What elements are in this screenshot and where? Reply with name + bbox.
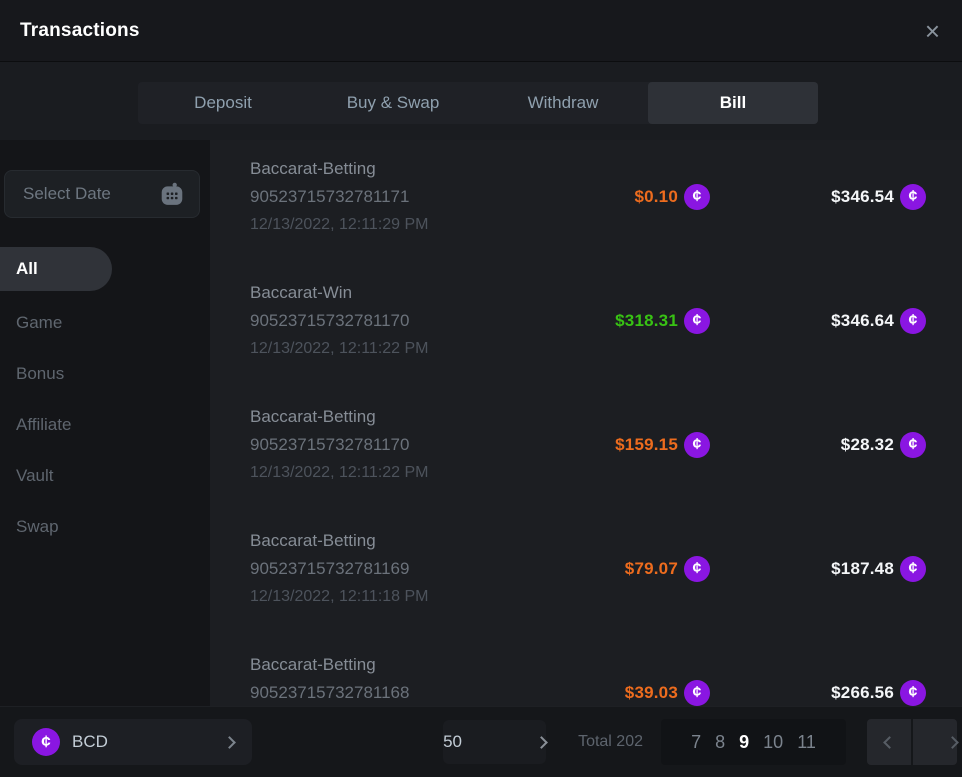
page-number-list: 7 8 9 10 11 — [661, 719, 846, 765]
transaction-amount: $39.03 ¢ — [540, 680, 710, 706]
transaction-row: Baccarat-Betting 90523715732781168 $39.03 ¢… — [210, 636, 962, 706]
transaction-balance-value: $266.56 — [831, 683, 894, 702]
transaction-name: Baccarat-Win — [250, 283, 353, 302]
transaction-amount: $159.15 ¢ — [540, 432, 710, 458]
transaction-info: Baccarat-Betting 90523715732781170 12/13/2… — [250, 403, 540, 512]
sidebar-item-bonus[interactable]: Bonus — [16, 363, 65, 383]
transaction-balance: $346.54 ¢ — [710, 184, 926, 210]
transaction-name: Baccarat-Betting — [250, 159, 376, 178]
transaction-balance-value: $187.48 — [831, 559, 894, 578]
page-number-8[interactable]: 8 — [715, 731, 726, 752]
modal-body: Select Date All Game Bonus Affiliate Vault Sw… — [0, 140, 962, 706]
transaction-amount-value: $318.31 — [615, 311, 678, 330]
bcd-coin-icon: ¢ — [900, 308, 926, 334]
tab-withdraw[interactable]: Withdraw — [527, 93, 599, 112]
page-number-7[interactable]: 7 — [691, 731, 702, 752]
transaction-balance: $28.32 ¢ — [710, 432, 926, 458]
bcd-coin-icon: ¢ — [32, 728, 60, 756]
transaction-date: 12/13/2022, 12:11:22 PM — [250, 340, 429, 357]
page-nav-buttons — [867, 719, 959, 765]
page-number-9[interactable]: 9 — [739, 731, 750, 752]
bcd-coin-icon: ¢ — [900, 680, 926, 706]
transaction-amount-value: $0.10 — [634, 187, 678, 206]
transaction-name: Baccarat-Betting — [250, 655, 376, 674]
transaction-info: Baccarat-Betting 90523715732781168 — [250, 651, 540, 706]
transaction-balance: $266.56 ¢ — [710, 680, 926, 706]
transaction-amount: $0.10 ¢ — [540, 184, 710, 210]
bcd-coin-icon: ¢ — [684, 308, 710, 334]
transaction-amount: $318.31 ¢ — [540, 308, 710, 334]
modal-footer: ¢ BCD 50 Total 202 7 8 9 10 11 — [0, 706, 962, 777]
page-title: Transactions — [20, 19, 140, 41]
bcd-coin-icon: ¢ — [900, 432, 926, 458]
calendar-icon — [161, 182, 183, 205]
tab-bar: Deposit Buy & Swap Withdraw Bill — [0, 62, 962, 140]
transaction-info: Baccarat-Betting 90523715732781171 12/13/2… — [250, 155, 540, 264]
sidebar-item-game[interactable]: Game — [16, 312, 63, 332]
page-size-value: 50 — [443, 732, 462, 751]
transaction-name: Baccarat-Betting — [250, 407, 376, 426]
transaction-info: Baccarat-Win 90523715732781170 12/13/2022,… — [250, 279, 540, 388]
tab-bill[interactable]: Bill — [648, 82, 818, 124]
transaction-amount-value: $159.15 — [615, 435, 678, 454]
chevron-right-icon — [535, 735, 548, 749]
currency-selector[interactable]: ¢ BCD — [14, 719, 252, 765]
filter-list: All Game Bonus Affiliate Vault Swap — [0, 247, 210, 552]
currency-label: BCD — [72, 732, 108, 751]
transaction-balance-value: $28.32 — [840, 435, 894, 454]
pagination-cluster: 50 Total 202 7 8 9 10 11 — [443, 719, 959, 765]
page-number-10[interactable]: 10 — [763, 731, 784, 752]
page-number-11[interactable]: 11 — [797, 731, 816, 752]
tab-group: Deposit Buy & Swap Withdraw Bill — [138, 82, 818, 124]
chevron-right-icon — [946, 735, 959, 749]
transaction-info: Baccarat-Betting 90523715732781169 12/13/2… — [250, 527, 540, 636]
transaction-row: Baccarat-Betting 90523715732781170 12/13/2… — [210, 388, 962, 512]
tab-buy-swap[interactable]: Buy & Swap — [346, 93, 440, 112]
bcd-coin-icon: ¢ — [684, 432, 710, 458]
transaction-balance: $346.64 ¢ — [710, 308, 926, 334]
sidebar-item-all[interactable]: All — [0, 247, 112, 291]
chevron-left-icon — [882, 735, 896, 749]
transaction-row: Baccarat-Betting 90523715732781171 12/13/2… — [210, 140, 962, 264]
sidebar-item-swap[interactable]: Swap — [16, 516, 59, 536]
transaction-id: 90523715732781170 — [250, 311, 410, 330]
close-icon[interactable]: × — [924, 15, 940, 46]
filter-sidebar: Select Date All Game Bonus Affiliate Vault Sw… — [0, 140, 210, 706]
bcd-coin-icon: ¢ — [900, 556, 926, 582]
sidebar-item-vault[interactable]: Vault — [16, 465, 54, 485]
select-date-placeholder: Select Date — [23, 184, 111, 203]
transaction-date: 12/13/2022, 12:11:29 PM — [250, 216, 429, 233]
transaction-amount-value: $79.07 — [624, 559, 678, 578]
bcd-coin-icon: ¢ — [684, 680, 710, 706]
transaction-balance: $187.48 ¢ — [710, 556, 926, 582]
transaction-date: 12/13/2022, 12:11:22 PM — [250, 464, 429, 481]
transaction-id: 90523715732781169 — [250, 559, 410, 578]
transaction-balance-value: $346.64 — [831, 311, 894, 330]
prev-page-button[interactable] — [867, 719, 911, 765]
transaction-list[interactable]: Baccarat-Betting 90523715732781171 12/13/2… — [210, 140, 962, 706]
page-size-selector[interactable]: 50 — [443, 720, 548, 764]
transaction-amount-value: $39.03 — [624, 683, 678, 702]
modal-header: Transactions × — [0, 0, 962, 62]
transaction-row: Baccarat-Betting 90523715732781169 12/13/2… — [210, 512, 962, 636]
transaction-id: 90523715732781168 — [250, 683, 410, 702]
transaction-balance-value: $346.54 — [831, 187, 894, 206]
total-count-label: Total 202 — [578, 733, 643, 750]
transaction-row: Baccarat-Win 90523715732781170 12/13/2022,… — [210, 264, 962, 388]
transaction-date: 12/13/2022, 12:11:18 PM — [250, 588, 429, 605]
chevron-right-icon — [223, 735, 236, 749]
transaction-id: 90523715732781170 — [250, 435, 410, 454]
bcd-coin-icon: ¢ — [684, 184, 710, 210]
next-page-button[interactable] — [913, 719, 959, 765]
bcd-coin-icon: ¢ — [684, 556, 710, 582]
sidebar-item-affiliate[interactable]: Affiliate — [16, 414, 72, 434]
transaction-id: 90523715732781171 — [250, 187, 410, 206]
transaction-name: Baccarat-Betting — [250, 531, 376, 550]
bcd-coin-icon: ¢ — [900, 184, 926, 210]
transaction-amount: $79.07 ¢ — [540, 556, 710, 582]
select-date-input[interactable]: Select Date — [4, 170, 200, 218]
tab-deposit[interactable]: Deposit — [194, 93, 252, 112]
